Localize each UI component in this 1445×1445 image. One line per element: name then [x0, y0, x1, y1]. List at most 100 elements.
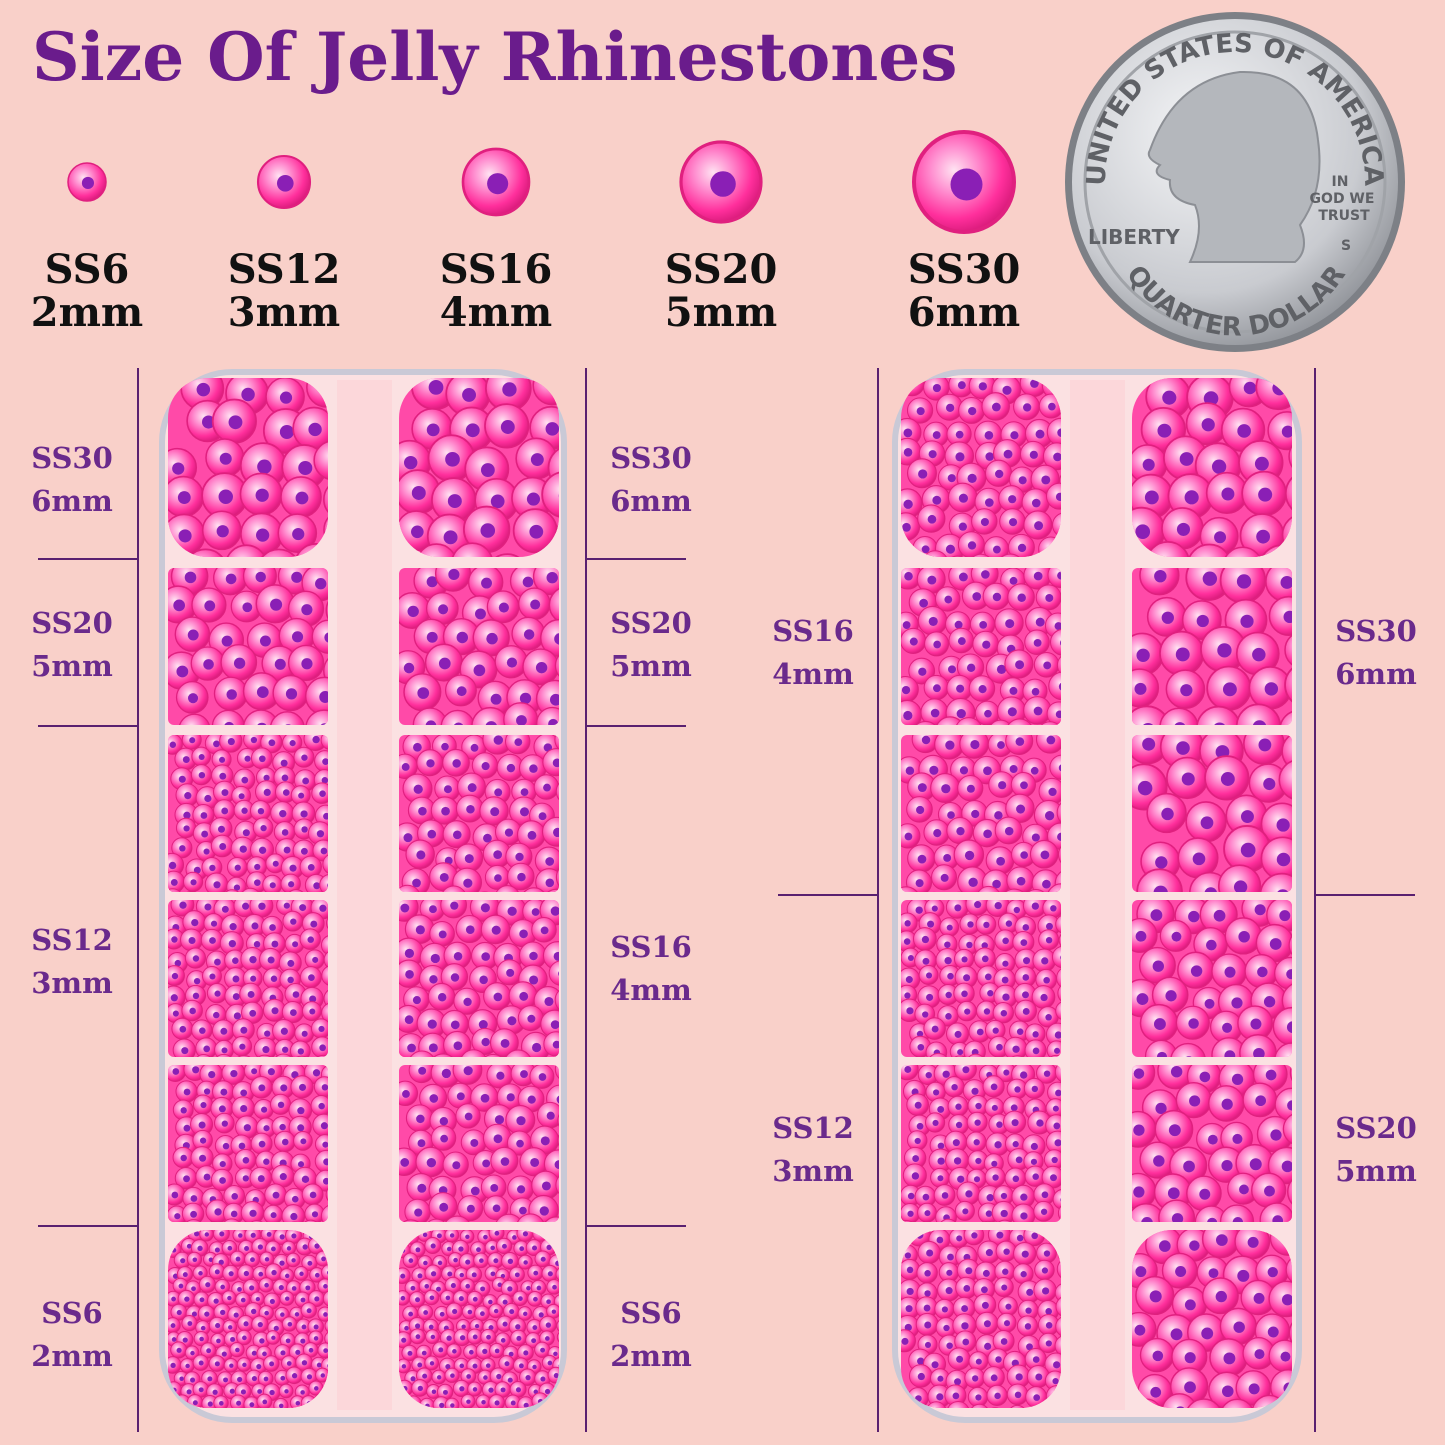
rhinestone-table: [1036, 1119, 1044, 1127]
rhinestone-table: [287, 959, 295, 967]
rhinestone-table: [964, 850, 975, 861]
rhinestone-table: [198, 1360, 204, 1366]
rhinestone: [193, 1053, 214, 1057]
rhinestone-table: [502, 382, 517, 397]
rhinestone-table: [295, 1349, 301, 1355]
rhinestone: [548, 960, 559, 986]
rhinestone-table: [493, 1134, 503, 1144]
rhinestone-table: [307, 936, 314, 943]
rhinestone-table: [438, 604, 449, 615]
rhinestone: [471, 706, 510, 725]
rhinestone-table: [552, 758, 559, 768]
rhinestone-table: [436, 1233, 442, 1239]
rhinestone-table: [185, 1363, 190, 1369]
rhinestone-table: [300, 1390, 305, 1395]
rhinestone-table: [267, 956, 275, 964]
rhinestone-table: [448, 568, 460, 581]
rhinestone-table: [496, 1071, 505, 1080]
rhinestone-table: [1008, 518, 1018, 527]
rhinestone-table: [309, 995, 317, 1003]
rhinestone-table: [545, 1336, 550, 1341]
rhinestone-table: [1283, 610, 1292, 624]
tray-label-code: SS20: [610, 606, 692, 640]
size-code: SS6: [45, 246, 130, 293]
rhinestone-table: [174, 1213, 181, 1220]
rhinestone-table: [418, 1066, 427, 1075]
rhinestone-table: [493, 1308, 499, 1314]
rhinestone-table: [904, 832, 913, 841]
rhinestone-table: [1012, 1141, 1019, 1148]
rhinestone-table: [1154, 569, 1167, 583]
rhinestone-table: [306, 1374, 313, 1380]
tray-label-mm: 3mm: [772, 1154, 854, 1188]
rhinestone-table: [236, 1400, 242, 1406]
rhinestone-table: [242, 602, 253, 613]
rhinestone-table: [544, 996, 554, 1007]
rhinestone-table: [423, 1260, 428, 1266]
rhinestone-table: [244, 1246, 250, 1251]
rhinestone-table: [1134, 682, 1147, 695]
rhinestone-table: [176, 1310, 182, 1316]
rhinestone-table: [1043, 1250, 1051, 1257]
rhinestone-table: [494, 1348, 500, 1354]
rhinestone-table: [983, 921, 990, 929]
rhinestone-table: [263, 1158, 270, 1165]
rhinestone-table: [201, 830, 209, 838]
rhinestone-table: [250, 975, 257, 982]
rhinestone-table: [1199, 1188, 1211, 1200]
rhinestone-table: [905, 1305, 913, 1313]
rhinestone-table: [996, 664, 1007, 674]
rhinestone: [1285, 1253, 1292, 1286]
rhinestone-table: [1003, 1320, 1011, 1327]
rhinestone-table: [437, 1260, 443, 1266]
rhinestone-table: [951, 1083, 958, 1091]
rhinestone-table: [219, 843, 227, 850]
rhinestone-table: [940, 873, 949, 882]
rhinestone-table: [240, 1104, 248, 1113]
rhinestone-table: [956, 827, 965, 836]
rhinestone-table: [447, 1271, 453, 1277]
rhinestone-table: [981, 1301, 989, 1309]
rhinestone-table: [290, 918, 297, 925]
rhinestone-table: [271, 1335, 276, 1340]
rhinestone-table: [1022, 974, 1030, 981]
rhinestone-table: [962, 1338, 970, 1346]
rhinestone-table: [1015, 1373, 1023, 1381]
rhinestone-table: [233, 884, 241, 891]
rhinestone-table: [403, 833, 413, 843]
rhinestone-table: [308, 422, 322, 437]
rhinestone-table: [280, 759, 288, 767]
rhinestone-table: [421, 1350, 427, 1356]
rhinestone-table: [183, 1175, 190, 1183]
rhinestone-table: [1053, 1361, 1061, 1369]
rhinestone-table: [171, 1296, 176, 1302]
rhinestone-table: [190, 1195, 198, 1202]
rhinestone-table: [1048, 402, 1056, 411]
rhinestone-table: [515, 1387, 522, 1393]
rhinestone-table: [256, 686, 269, 699]
rhinestone-table: [1046, 735, 1056, 745]
rhinestone-table: [417, 1385, 423, 1392]
rhinestone-table: [271, 1269, 277, 1276]
rhinestone-table: [990, 1374, 998, 1382]
rhinestone-table: [546, 1299, 551, 1305]
rhinestone-table: [1045, 594, 1054, 602]
rhinestone-table: [1221, 1098, 1233, 1110]
rhinestone-table: [530, 1157, 540, 1167]
rhinestone-table: [983, 1008, 991, 1015]
rhinestone-table: [1041, 1191, 1049, 1199]
rhinestone-table: [201, 415, 216, 429]
rhinestone-table: [519, 929, 528, 939]
rhinestone-table: [924, 1321, 932, 1329]
rhinestone-table: [1042, 879, 1051, 889]
rhinestone-table: [203, 659, 214, 670]
rhinestone-table: [493, 1258, 499, 1264]
rhinestone-table: [446, 1246, 452, 1252]
rhinestone-table: [488, 1387, 494, 1393]
rhinestone-table: [554, 1160, 559, 1170]
rhinestone-table: [553, 1351, 558, 1357]
tray-label-code: SS20: [1335, 1111, 1417, 1145]
rhinestone-table: [221, 1120, 228, 1127]
rhinestone-table: [539, 1206, 549, 1216]
rhinestone-table: [441, 806, 450, 816]
